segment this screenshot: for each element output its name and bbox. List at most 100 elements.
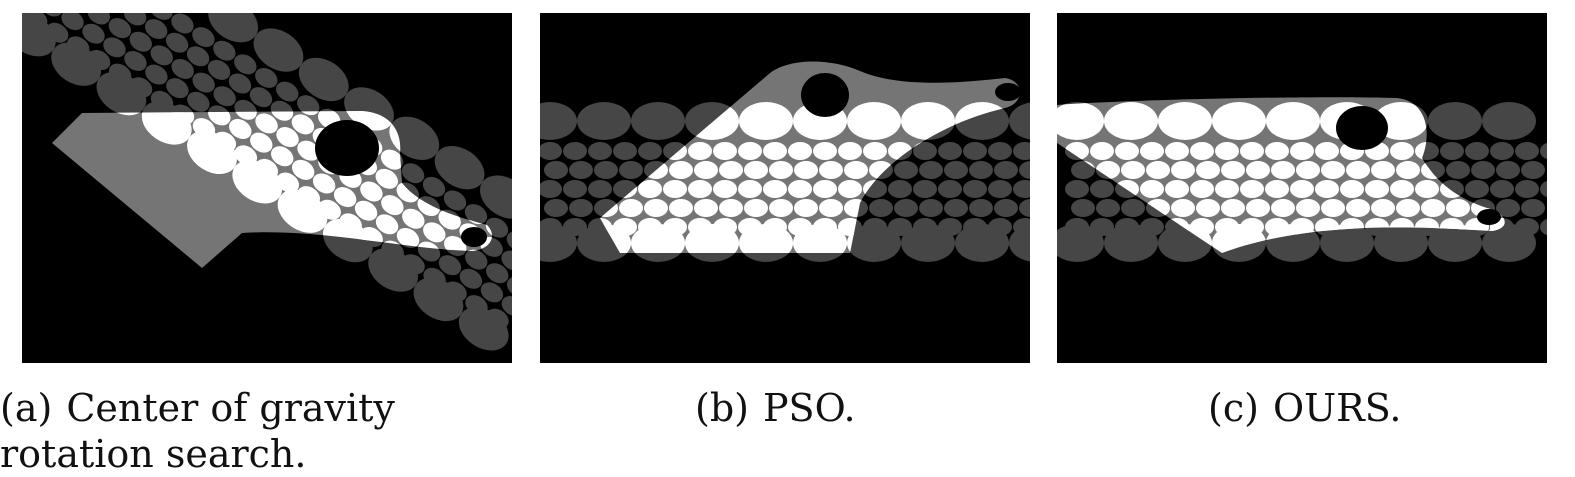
part-circle <box>813 180 837 198</box>
tile-circle <box>540 142 562 160</box>
part-circle <box>763 142 787 160</box>
tile-circle <box>465 249 488 270</box>
tile-circle <box>22 13 56 57</box>
tile-circle <box>298 57 349 102</box>
part-circle <box>1196 199 1220 217</box>
part-circle <box>739 102 793 140</box>
panel-c-image <box>1057 13 1547 363</box>
part-circle <box>1190 142 1214 160</box>
part-circle <box>713 142 737 160</box>
caption-a: (a) Center of gravity rotation search. <box>0 385 540 477</box>
tile-circle <box>458 307 509 351</box>
part-circle <box>847 102 901 140</box>
tile-circle <box>1013 180 1030 198</box>
part-circle <box>312 173 336 194</box>
tile-circle <box>544 161 568 179</box>
tile-circle <box>594 161 618 179</box>
part-circle <box>297 140 320 161</box>
part-circle <box>1371 161 1395 179</box>
tile-circle <box>563 180 587 198</box>
part-circle <box>1221 199 1245 217</box>
tile-circle <box>919 161 943 179</box>
part-circle <box>788 142 812 160</box>
tile-circle <box>969 199 993 217</box>
part-circle <box>719 199 743 217</box>
tile-circle <box>577 102 631 140</box>
panel-a-image <box>22 13 512 363</box>
tile-circle <box>123 13 147 26</box>
panel-b-small-hole <box>995 83 1021 101</box>
part-circle <box>344 111 394 131</box>
tile-circle <box>988 142 1012 160</box>
part-circle <box>669 199 693 217</box>
part-circle <box>788 180 812 198</box>
part-circle <box>819 199 843 217</box>
part-circle <box>1104 102 1158 140</box>
tile-circle <box>192 27 215 48</box>
part-circle <box>769 161 793 179</box>
part-circle <box>738 180 762 198</box>
part-circle <box>277 189 328 233</box>
tile-circle <box>1009 102 1030 140</box>
part-circle <box>208 111 231 126</box>
part-circle <box>1171 161 1195 179</box>
tile-circle <box>1320 224 1374 262</box>
part-circle <box>375 168 398 189</box>
tile-circle <box>228 73 252 94</box>
part-circle <box>1266 102 1320 140</box>
part-circle <box>1315 180 1339 198</box>
part-circle <box>694 161 718 179</box>
tile-circle <box>124 50 147 71</box>
part-circle <box>1146 161 1170 179</box>
part-circle <box>380 149 404 170</box>
tile-circle <box>544 199 568 217</box>
part-circle <box>270 111 294 121</box>
tile-circle <box>1540 218 1547 236</box>
tile-circle <box>207 59 231 80</box>
caption-c-tag: (c) <box>1208 386 1259 430</box>
tile-circle <box>145 64 168 85</box>
tile-circle <box>501 296 512 316</box>
tile-circle <box>166 78 189 99</box>
part-circle <box>1246 161 1270 179</box>
tile-circle <box>1057 224 1104 262</box>
tile-circle <box>413 277 464 322</box>
part-circle <box>813 142 837 160</box>
part-circle <box>1246 199 1270 217</box>
tile-circle <box>894 199 918 217</box>
part-circle <box>1346 161 1370 179</box>
tile-circle <box>901 224 955 262</box>
tile-circle <box>434 146 485 190</box>
tile-circle <box>150 45 173 66</box>
tile-circle <box>1071 161 1095 179</box>
tile-circle <box>631 102 685 140</box>
part-circle <box>333 187 357 208</box>
tile-circle <box>988 180 1012 198</box>
part-circle <box>423 222 446 243</box>
tile-circle <box>208 13 259 43</box>
part-circle <box>688 180 712 198</box>
part-circle <box>1396 199 1420 217</box>
tile-circle <box>1428 102 1482 140</box>
caption-b-text: PSO. <box>762 386 856 430</box>
part-circle <box>250 132 273 153</box>
tile-circle <box>944 199 968 217</box>
tile-circle <box>969 161 993 179</box>
part-circle <box>713 180 737 198</box>
tile-circle <box>389 116 440 160</box>
tile-circle <box>1096 199 1120 217</box>
tile-circle <box>1540 142 1547 160</box>
part-circle <box>838 180 862 198</box>
tile-circle <box>913 142 937 160</box>
part-circle <box>276 172 299 193</box>
part-circle <box>744 199 768 217</box>
tile-circle <box>540 224 577 262</box>
tile-circle <box>1482 224 1536 262</box>
tile-circle <box>847 224 901 262</box>
part-circle <box>1271 161 1295 179</box>
tile-circle <box>187 91 210 112</box>
panel-b-svg <box>540 61 1030 262</box>
part-circle <box>1296 161 1320 179</box>
tile-circle <box>540 180 562 198</box>
tile-circle <box>401 163 425 184</box>
